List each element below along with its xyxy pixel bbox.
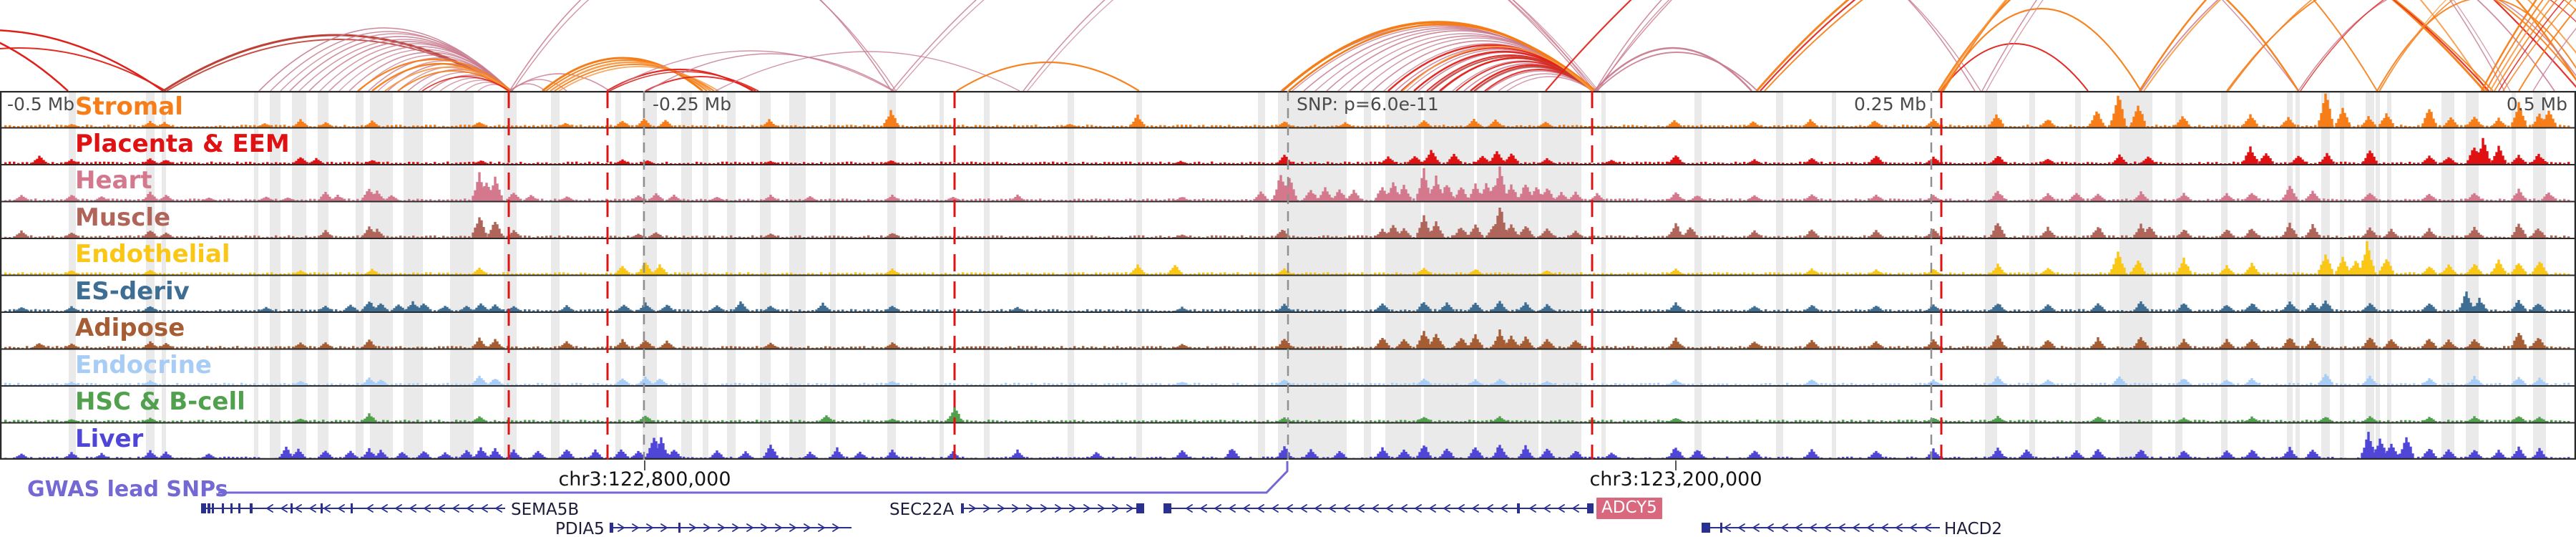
interaction-arc bbox=[608, 50, 894, 91]
signal-track-hsc-b-cell bbox=[4, 407, 2570, 422]
interaction-arc bbox=[0, 47, 167, 91]
interaction-arc bbox=[2300, 0, 2576, 91]
interaction-arc bbox=[1027, 0, 1599, 91]
interaction-arc bbox=[1939, 0, 2487, 91]
ruler-label-minus-0.25mb: -0.25 Mb bbox=[653, 94, 732, 115]
gene-annotation-track[interactable] bbox=[0, 460, 2576, 537]
interaction-arc bbox=[2376, 0, 2576, 91]
signal-track-heart bbox=[4, 166, 2570, 201]
snp-pvalue-label: SNP: p=6.0e-11 bbox=[1297, 94, 1439, 115]
interaction-arc bbox=[1943, 0, 2378, 91]
track-label-liver: Liver bbox=[75, 424, 144, 453]
gene-label-pdia5: PDIA5 bbox=[555, 520, 605, 537]
gene-sema5b[interactable] bbox=[201, 503, 505, 513]
coordinate-label-right: chr3:123,200,000 bbox=[1589, 468, 1762, 490]
gene-label-sec22a: SEC22A bbox=[889, 500, 955, 519]
interaction-arc bbox=[1937, 0, 2300, 91]
interaction-arc bbox=[509, 73, 610, 91]
interaction-arc bbox=[1288, 23, 1596, 91]
ruler-label-plus-0.5mb: 0.5 Mb bbox=[2506, 94, 2567, 115]
track-label-adipose: Adipose bbox=[75, 314, 185, 342]
interaction-arc bbox=[384, 67, 511, 91]
gene-label-hacd2: HACD2 bbox=[1944, 520, 2003, 537]
track-label-hsc-b-cell: HSC & B-cell bbox=[75, 387, 245, 416]
interaction-arc bbox=[2498, 0, 2565, 91]
gwas-lead-snps-label: GWAS lead SNPs bbox=[27, 477, 228, 502]
track-label-endothelial: Endothelial bbox=[75, 240, 230, 268]
chromatin-interaction-arcs bbox=[0, 0, 2576, 91]
gene-hacd2[interactable] bbox=[1702, 523, 1940, 533]
interaction-arc bbox=[357, 59, 512, 91]
interaction-arc bbox=[1764, 0, 2494, 91]
interaction-arc bbox=[1981, 0, 2505, 91]
interaction-arc bbox=[1545, 0, 2576, 91]
interaction-arc bbox=[0, 42, 69, 91]
interaction-arc bbox=[0, 29, 164, 91]
ruler-label-plus-0.25mb: 0.25 Mb bbox=[1853, 94, 1926, 115]
ruler-guides bbox=[643, 91, 1933, 460]
track-label-placenta-eem: Placenta & EEM bbox=[75, 129, 290, 158]
interaction-arc bbox=[1594, 0, 1976, 91]
interaction-arc bbox=[328, 46, 512, 91]
interaction-arc bbox=[542, 57, 703, 91]
interaction-arc bbox=[1940, 43, 2089, 91]
track-label-es-deriv: ES-deriv bbox=[75, 276, 190, 306]
interaction-arc bbox=[1281, 21, 1594, 91]
ruler-label-minus-0.5mb: -0.5 Mb bbox=[7, 94, 75, 115]
gene-pdia5[interactable] bbox=[610, 523, 852, 533]
interaction-arc bbox=[280, 33, 512, 91]
track-label-stromal: Stromal bbox=[75, 92, 183, 121]
signal-track-endothelial bbox=[4, 241, 2570, 275]
interaction-arc bbox=[956, 62, 1140, 91]
interaction-arc bbox=[1498, 73, 1594, 91]
interaction-arc bbox=[647, 53, 895, 91]
interaction-arc bbox=[715, 51, 1020, 91]
interaction-arc bbox=[1430, 56, 1594, 91]
signal-track-es-deriv bbox=[4, 291, 2570, 311]
interaction-arc bbox=[1402, 46, 1594, 91]
interaction-arc bbox=[2379, 0, 2576, 91]
interaction-arc bbox=[2228, 0, 2576, 91]
interaction-arc bbox=[1473, 66, 1594, 91]
signal-track-panel[interactable] bbox=[0, 91, 2576, 460]
interaction-arc bbox=[512, 0, 897, 91]
interaction-arc bbox=[558, 66, 719, 91]
coordinate-ticks bbox=[644, 460, 1677, 470]
interaction-arc bbox=[1941, 7, 2142, 91]
gene-sec22a[interactable] bbox=[961, 503, 1144, 513]
interaction-arc bbox=[2298, 0, 2576, 91]
interaction-arc bbox=[509, 0, 892, 91]
interaction-arc bbox=[2143, 0, 2576, 91]
interaction-arc bbox=[348, 52, 511, 91]
interaction-arc bbox=[2379, 0, 2447, 91]
interaction-arc bbox=[1506, 76, 1594, 91]
interaction-arc bbox=[421, 76, 510, 91]
interaction-arc bbox=[397, 70, 509, 91]
track-label-muscle: Muscle bbox=[75, 203, 171, 232]
coordinate-label-left: chr3:122,800,000 bbox=[558, 468, 731, 490]
interaction-arc bbox=[2140, 0, 2555, 91]
signal-track-endocrine bbox=[4, 374, 2570, 385]
track-label-heart: Heart bbox=[75, 166, 152, 195]
signal-track-placenta-eem bbox=[4, 137, 2570, 164]
interaction-arc bbox=[1597, 0, 1981, 91]
interaction-arc bbox=[554, 64, 715, 91]
interaction-arc bbox=[2138, 0, 2576, 91]
signal-track-liver bbox=[4, 432, 2570, 459]
gene-adcy5[interactable] bbox=[1163, 503, 1594, 513]
gwas-lead-snp-pointer bbox=[218, 461, 1289, 494]
interaction-arc bbox=[1596, 52, 1758, 91]
track-label-endocrine: Endocrine bbox=[75, 350, 212, 379]
gene-label-sema5b: SEMA5B bbox=[511, 500, 580, 519]
interaction-arc bbox=[1594, 47, 1752, 91]
interaction-arc bbox=[1755, 0, 2486, 91]
signal-track-adipose bbox=[4, 329, 2570, 349]
signal-track-muscle bbox=[4, 208, 2570, 238]
gene-label-adcy5-highlighted: ADCY5 bbox=[1596, 498, 1662, 519]
interaction-arc bbox=[550, 61, 711, 91]
interaction-arc bbox=[1760, 0, 2489, 91]
